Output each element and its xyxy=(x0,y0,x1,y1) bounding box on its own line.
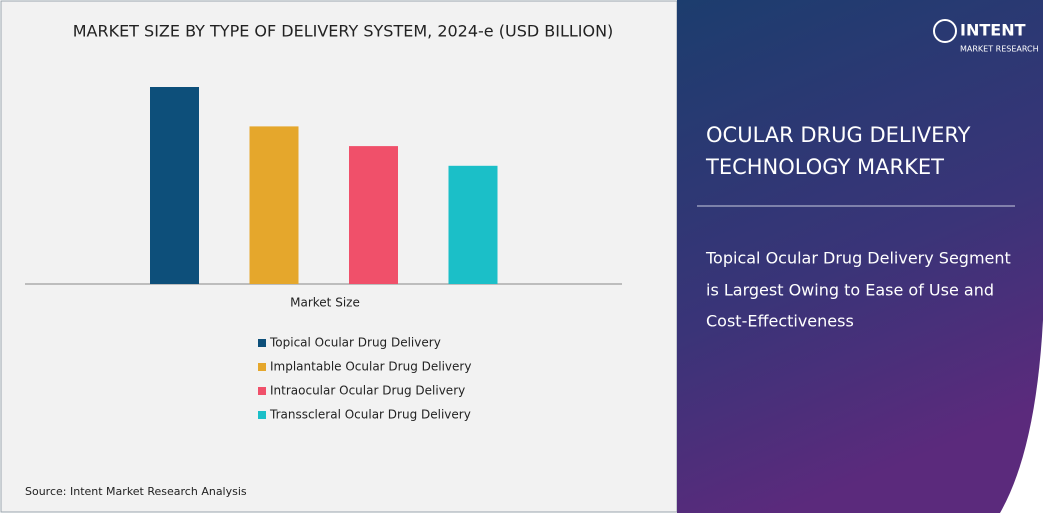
chart-title: MARKET SIZE BY TYPE OF DELIVERY SYSTEM, … xyxy=(73,22,614,41)
logo-tagline: MARKET RESEARCH xyxy=(960,45,1039,54)
logo-name: INTENT xyxy=(960,21,1026,40)
panel-heading: TECHNOLOGY MARKET xyxy=(705,155,944,179)
logo-icon xyxy=(933,19,957,43)
x-tick-label: Market Size xyxy=(290,296,360,310)
panel-summary: Topical Ocular Drug Delivery Segment xyxy=(705,249,1011,268)
legend-label: Intraocular Ocular Drug Delivery xyxy=(270,384,465,398)
info-panel xyxy=(677,0,1043,513)
chart-panel xyxy=(0,0,678,513)
legend-swatch xyxy=(258,363,266,371)
bar xyxy=(249,126,299,285)
bar xyxy=(150,87,199,284)
panel-heading: OCULAR DRUG DELIVERY xyxy=(706,123,971,147)
legend-label: Transscleral Ocular Drug Delivery xyxy=(269,408,471,422)
logo: INTENT MARKET RESEARCH xyxy=(933,19,1039,54)
legend-label: Implantable Ocular Drug Delivery xyxy=(270,360,471,374)
bar xyxy=(448,165,498,284)
legend-swatch xyxy=(258,339,266,347)
legend-swatch xyxy=(258,411,266,419)
panel-summary: is Largest Owing to Ease of Use and xyxy=(706,281,994,300)
legend-label: Topical Ocular Drug Delivery xyxy=(269,336,441,350)
legend-swatch xyxy=(258,387,266,395)
source: Source: Intent Market Research Analysis xyxy=(25,485,247,498)
panel-summary: Cost-Effectiveness xyxy=(706,312,854,331)
bar xyxy=(349,146,398,284)
